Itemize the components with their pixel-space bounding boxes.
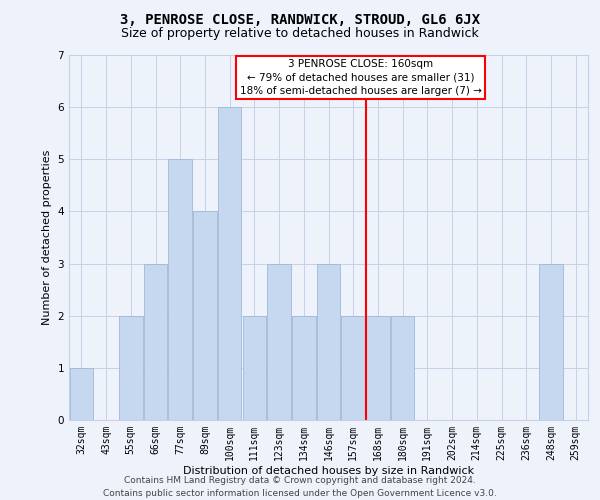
Bar	[70, 368, 93, 420]
Bar	[144, 264, 167, 420]
X-axis label: Distribution of detached houses by size in Randwick: Distribution of detached houses by size …	[183, 466, 474, 475]
Text: 3 PENROSE CLOSE: 160sqm
← 79% of detached houses are smaller (31)
18% of semi-de: 3 PENROSE CLOSE: 160sqm ← 79% of detache…	[239, 59, 482, 96]
Bar	[341, 316, 365, 420]
Bar	[218, 107, 241, 420]
Bar	[119, 316, 143, 420]
Bar	[169, 160, 192, 420]
Text: Contains HM Land Registry data © Crown copyright and database right 2024.
Contai: Contains HM Land Registry data © Crown c…	[103, 476, 497, 498]
Text: Size of property relative to detached houses in Randwick: Size of property relative to detached ho…	[121, 28, 479, 40]
Y-axis label: Number of detached properties: Number of detached properties	[42, 150, 52, 325]
Bar	[292, 316, 316, 420]
Bar	[268, 264, 291, 420]
Bar	[366, 316, 389, 420]
Bar	[391, 316, 415, 420]
Bar	[242, 316, 266, 420]
Text: 3, PENROSE CLOSE, RANDWICK, STROUD, GL6 6JX: 3, PENROSE CLOSE, RANDWICK, STROUD, GL6 …	[120, 12, 480, 26]
Bar	[539, 264, 563, 420]
Bar	[317, 264, 340, 420]
Bar	[193, 212, 217, 420]
